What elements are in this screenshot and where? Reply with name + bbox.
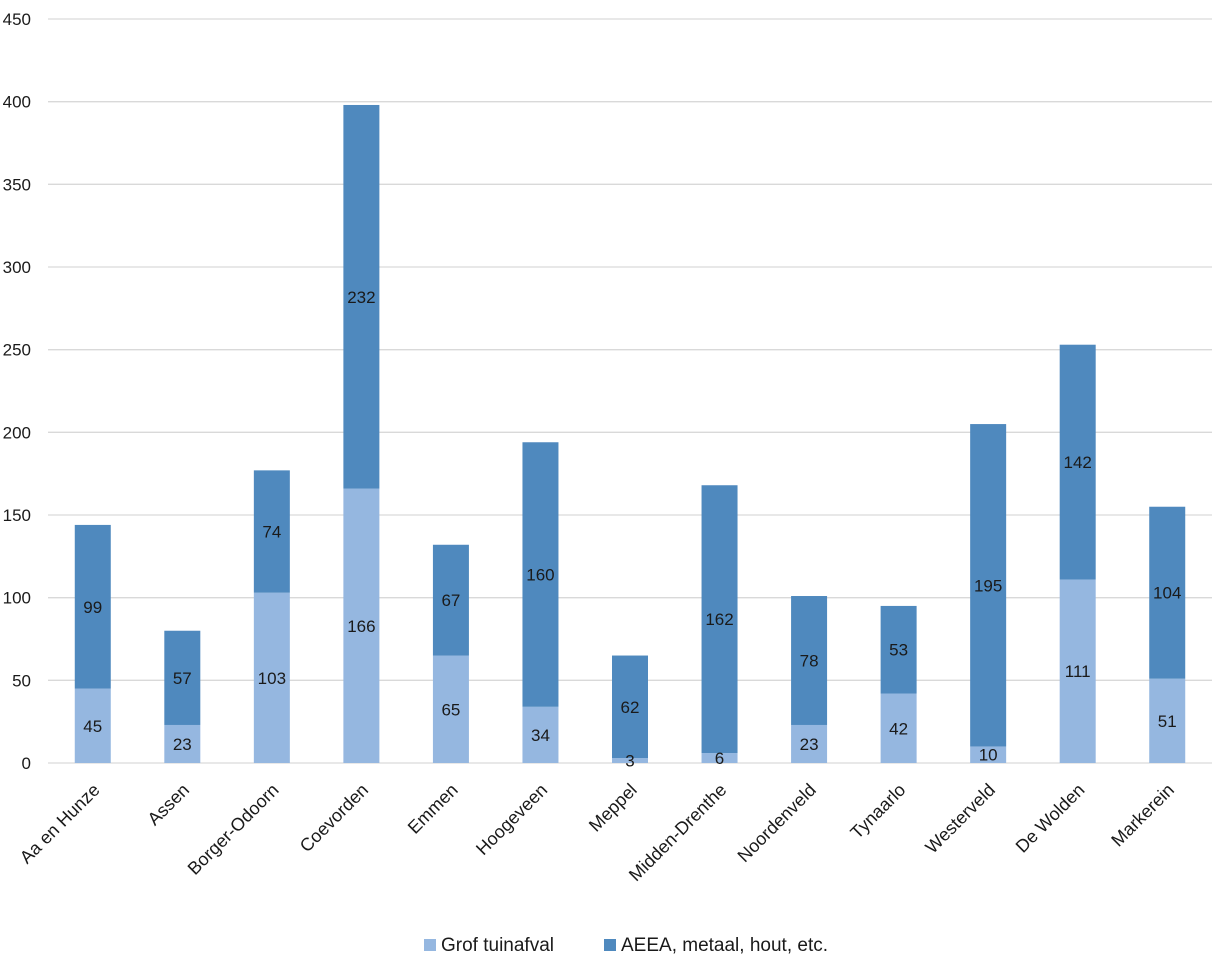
bar-segment-grof-tuinafval-0 bbox=[74, 688, 111, 763]
bar-segment-grof-tuinafval-5 bbox=[522, 706, 559, 763]
y-tick-label: 300 bbox=[3, 258, 31, 277]
data-label: 104 bbox=[1153, 584, 1181, 603]
y-tick-label: 0 bbox=[22, 754, 31, 773]
bar-segment-aeea-2 bbox=[253, 470, 290, 593]
y-tick-label: 200 bbox=[3, 423, 31, 442]
bar-segment-grof-tuinafval-10 bbox=[970, 746, 1007, 763]
legend: Grof tuinafval AEEA, metaal, hout, etc. bbox=[424, 935, 828, 956]
category-label: Tynaarlo bbox=[846, 780, 909, 843]
bar-segment-aeea-6 bbox=[612, 655, 648, 759]
bar-segment-grof-tuinafval-1 bbox=[164, 724, 201, 763]
bar-segment-grof-tuinafval-12 bbox=[1149, 678, 1186, 763]
data-label: 34 bbox=[531, 726, 550, 745]
bar-segment-aeea-4 bbox=[432, 544, 469, 656]
data-label: 3 bbox=[625, 752, 634, 771]
category-label: Midden-Drenthe bbox=[625, 780, 730, 885]
bar-segment-aeea-10 bbox=[970, 424, 1007, 747]
data-label: 23 bbox=[173, 735, 192, 754]
category-label: Coevorden bbox=[296, 780, 372, 856]
data-label: 62 bbox=[621, 698, 640, 717]
bar-segment-aeea-9 bbox=[880, 605, 917, 694]
bar-segment-aeea-7 bbox=[701, 485, 738, 754]
category-label: Westerveld bbox=[921, 780, 999, 858]
data-label: 195 bbox=[974, 576, 1002, 595]
bar-segment-grof-tuinafval-11 bbox=[1059, 579, 1096, 763]
bar-segment-grof-tuinafval-9 bbox=[880, 693, 917, 763]
y-tick-label: 50 bbox=[12, 671, 31, 690]
data-labels: 45 99 23 57 103 74 166 232 65 67 34 160 3 62 6 162 23 78 4… bbox=[83, 288, 1181, 771]
data-label: 53 bbox=[889, 641, 908, 660]
bar-segment-grof-tuinafval-8 bbox=[791, 724, 828, 763]
category-label: Borger-Odoorn bbox=[184, 780, 283, 879]
y-tick-label: 250 bbox=[3, 341, 31, 360]
bar-segment-grof-tuinafval-4 bbox=[432, 655, 469, 763]
category-label: De Wolden bbox=[1012, 780, 1089, 857]
bar-segment-grof-tuinafval-7 bbox=[701, 753, 738, 763]
legend-item-aeea: AEEA, metaal, hout, etc. bbox=[604, 935, 828, 956]
data-label: 166 bbox=[347, 617, 375, 636]
data-label: 42 bbox=[889, 719, 908, 738]
category-label: Assen bbox=[144, 780, 194, 830]
category-label: Noordenveld bbox=[734, 780, 820, 866]
bar-segment-grof-tuinafval-3 bbox=[343, 488, 380, 763]
data-label: 57 bbox=[173, 669, 192, 688]
data-label: 103 bbox=[258, 669, 286, 688]
data-label: 160 bbox=[526, 566, 554, 585]
data-label: 142 bbox=[1064, 453, 1092, 472]
data-label: 10 bbox=[979, 746, 998, 765]
category-label: Hoogeveen bbox=[472, 780, 551, 859]
bar-segment-aeea-5 bbox=[522, 442, 559, 707]
bar-segment-aeea-1 bbox=[164, 630, 201, 725]
category-label: Emmen bbox=[404, 780, 462, 838]
gridlines bbox=[48, 18, 1212, 764]
bar-segment-aeea-12 bbox=[1149, 506, 1186, 679]
y-tick-label: 350 bbox=[3, 175, 31, 194]
y-axis-ticks: 0 50 100 150 200 250 300 350 400 450 bbox=[3, 10, 31, 773]
bar-segment-aeea-3 bbox=[343, 104, 380, 489]
legend-label: Grof tuinafval bbox=[441, 935, 554, 956]
y-tick-label: 100 bbox=[3, 589, 31, 608]
data-label: 162 bbox=[705, 610, 733, 629]
data-label: 45 bbox=[83, 717, 102, 736]
bars bbox=[74, 104, 1186, 763]
data-label: 111 bbox=[1065, 662, 1091, 681]
y-tick-label: 150 bbox=[3, 506, 31, 525]
data-label: 78 bbox=[800, 651, 819, 670]
data-label: 23 bbox=[800, 735, 819, 754]
data-label: 51 bbox=[1158, 712, 1177, 731]
data-label: 6 bbox=[715, 749, 724, 768]
bar-segment-aeea-0 bbox=[74, 524, 111, 689]
legend-item-grof-tuinafval: Grof tuinafval bbox=[424, 935, 554, 956]
bar-segment-aeea-8 bbox=[791, 596, 828, 725]
data-label: 67 bbox=[441, 591, 460, 610]
data-label: 65 bbox=[441, 700, 460, 719]
data-label: 232 bbox=[347, 288, 375, 307]
bar-segment-grof-tuinafval-2 bbox=[253, 592, 290, 763]
data-label: 74 bbox=[262, 523, 281, 542]
legend-swatch bbox=[604, 939, 616, 951]
bar-segment-grof-tuinafval-6 bbox=[612, 758, 648, 763]
legend-label: AEEA, metaal, hout, etc. bbox=[621, 935, 828, 956]
category-label: Meppel bbox=[585, 780, 641, 836]
data-label: 99 bbox=[83, 598, 102, 617]
category-label: Aa en Hunze bbox=[16, 780, 104, 868]
y-tick-label: 400 bbox=[3, 93, 31, 112]
bar-segment-aeea-11 bbox=[1059, 344, 1096, 580]
y-tick-label: 450 bbox=[3, 10, 31, 29]
category-label: Markerein bbox=[1107, 780, 1178, 851]
legend-swatch bbox=[424, 939, 436, 951]
